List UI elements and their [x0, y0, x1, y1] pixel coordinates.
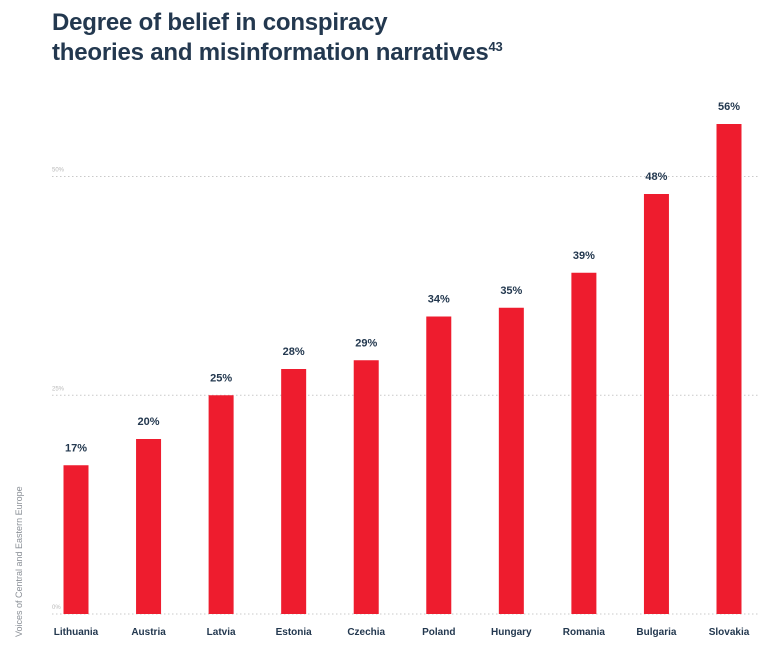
data-label: 39%: [573, 250, 595, 262]
category-label: Bulgaria: [636, 627, 676, 638]
chart-title: Degree of belief in conspiracy theories a…: [52, 8, 503, 68]
category-label: Slovakia: [709, 627, 750, 638]
title-footnote: 43: [488, 39, 503, 54]
title-line-2: theories and misinformation narratives: [52, 39, 489, 66]
data-label: 17%: [65, 442, 87, 454]
bar-estonia: [281, 369, 307, 614]
y-tick-label: 50%: [52, 168, 65, 174]
bars: [63, 124, 742, 614]
bar-bulgaria: [643, 194, 669, 614]
bar-latvia: [208, 395, 234, 614]
category-label: Latvia: [207, 627, 236, 638]
data-labels: 17% 20% 25% 28% 29% 34% 35% 39% 48% 56%: [65, 101, 740, 454]
category-label: Czechia: [347, 627, 385, 638]
bar-austria: [136, 439, 162, 614]
data-label: 29%: [355, 337, 377, 349]
category-label: Lithuania: [54, 627, 99, 638]
category-label: Poland: [422, 627, 455, 638]
data-label: 25%: [210, 372, 232, 384]
data-label: 48%: [645, 171, 667, 183]
category-label: Hungary: [491, 627, 532, 638]
gridlines: 0% 25% 50%: [52, 168, 758, 615]
data-label: 34%: [428, 294, 450, 306]
title-line-1: Degree of belief in conspiracy: [52, 9, 388, 36]
category-label: Austria: [131, 627, 166, 638]
bar-poland: [426, 316, 452, 614]
bar-czechia: [353, 360, 379, 614]
bar-romania: [571, 272, 597, 614]
data-label: 28%: [283, 346, 305, 358]
category-label: Romania: [563, 627, 606, 638]
category-label: Estonia: [276, 627, 313, 638]
category-labels: Lithuania Austria Latvia Estonia Czechia Pola…: [54, 627, 750, 638]
y-tick-label: 0%: [52, 605, 61, 611]
data-label: 56%: [718, 101, 740, 113]
y-tick-label: 25%: [52, 386, 65, 392]
bar-hungary: [498, 307, 524, 614]
data-label: 20%: [138, 416, 160, 428]
data-label: 35%: [500, 285, 522, 297]
bar-slovakia: [716, 124, 742, 614]
bar-lithuania: [63, 465, 89, 614]
